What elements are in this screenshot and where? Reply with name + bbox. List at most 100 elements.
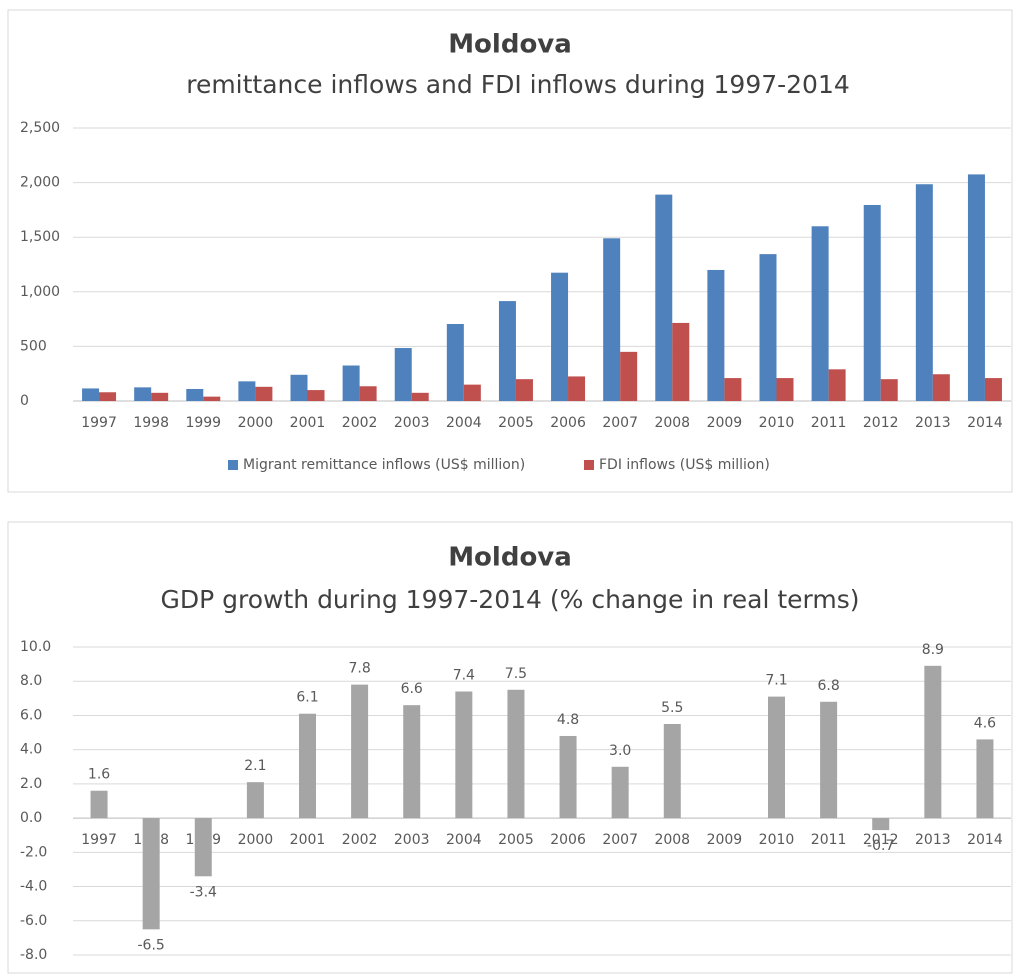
y-tick-label: 8.0 bbox=[20, 673, 42, 689]
bar bbox=[246, 782, 264, 819]
bar bbox=[463, 384, 481, 401]
x-tick-label: 2007 bbox=[602, 415, 638, 431]
bar bbox=[394, 348, 412, 401]
data-label: 7.8 bbox=[348, 661, 370, 677]
x-tick-label: 2012 bbox=[863, 832, 899, 848]
bar bbox=[811, 226, 829, 401]
data-label: 7.5 bbox=[505, 666, 527, 682]
bar bbox=[655, 194, 673, 401]
bar bbox=[255, 386, 273, 401]
bar bbox=[134, 387, 152, 401]
bar bbox=[776, 378, 794, 401]
y-tick-label: -4.0 bbox=[20, 879, 47, 895]
x-tick-label: 2012 bbox=[863, 415, 899, 431]
bar bbox=[307, 390, 325, 401]
x-tick-label: 2003 bbox=[394, 415, 430, 431]
bar bbox=[611, 766, 629, 819]
bar bbox=[915, 184, 933, 401]
y-tick-label: -6.0 bbox=[20, 913, 47, 929]
data-label: 3.0 bbox=[609, 743, 631, 759]
chart-title: Moldova bbox=[448, 30, 572, 60]
bar bbox=[828, 369, 846, 401]
chart-subtitle: GDP growth during 1997-2014 (% change in… bbox=[160, 585, 859, 614]
data-label: 6.8 bbox=[817, 678, 839, 694]
legend-label: FDI inflows (US$ million) bbox=[599, 457, 770, 473]
x-tick-label: 2011 bbox=[811, 415, 847, 431]
x-tick-label: 1997 bbox=[81, 832, 117, 848]
bar bbox=[759, 254, 777, 401]
y-tick-label: 2.0 bbox=[20, 776, 42, 792]
bar bbox=[984, 378, 1002, 401]
x-tick-label: 2010 bbox=[759, 832, 795, 848]
bar bbox=[551, 272, 569, 401]
data-label: 6.1 bbox=[296, 690, 318, 706]
x-tick-label: 1997 bbox=[81, 415, 117, 431]
bar bbox=[82, 388, 100, 401]
x-tick-label: 1998 bbox=[133, 415, 169, 431]
data-label: 5.5 bbox=[661, 700, 683, 716]
data-label: -0.7 bbox=[867, 838, 894, 854]
y-tick-label: 1,000 bbox=[20, 284, 60, 300]
data-label: -3.4 bbox=[190, 884, 217, 900]
y-tick-label: 4.0 bbox=[20, 742, 42, 758]
bar bbox=[194, 818, 212, 877]
x-tick-label: 2000 bbox=[238, 832, 274, 848]
x-tick-label: 2009 bbox=[707, 832, 743, 848]
bar bbox=[768, 696, 785, 819]
data-label: 2.1 bbox=[244, 758, 266, 774]
bar bbox=[359, 386, 377, 401]
bar bbox=[967, 174, 985, 401]
bar bbox=[411, 392, 429, 401]
bar bbox=[403, 705, 421, 819]
bar bbox=[446, 324, 464, 401]
x-tick-label: 2005 bbox=[498, 832, 534, 848]
y-tick-label: 0.0 bbox=[20, 810, 42, 826]
chart-frame bbox=[7, 9, 1013, 493]
x-tick-label: 1999 bbox=[185, 415, 221, 431]
x-tick-label: 2006 bbox=[550, 832, 586, 848]
x-tick-label: 2006 bbox=[550, 415, 586, 431]
data-label: 4.8 bbox=[557, 712, 579, 728]
x-tick-label: 2000 bbox=[238, 415, 274, 431]
y-tick-label: 500 bbox=[20, 338, 47, 354]
x-tick-label: 2007 bbox=[602, 832, 638, 848]
legend-label: Migrant remittance inflows (US$ million) bbox=[243, 457, 525, 473]
x-tick-label: 2013 bbox=[915, 415, 951, 431]
x-tick-label: 2014 bbox=[967, 832, 1003, 848]
bar bbox=[342, 365, 360, 401]
data-label: -6.5 bbox=[138, 937, 165, 953]
x-tick-label: 2002 bbox=[342, 415, 378, 431]
bar bbox=[620, 351, 638, 401]
y-tick-label: 2,000 bbox=[20, 175, 60, 191]
data-label: 4.6 bbox=[974, 715, 996, 731]
bar bbox=[455, 691, 473, 819]
bar bbox=[498, 301, 516, 401]
bar bbox=[99, 392, 117, 401]
data-label: 7.1 bbox=[765, 673, 787, 689]
x-tick-label: 2003 bbox=[394, 832, 430, 848]
x-tick-label: 2008 bbox=[654, 832, 690, 848]
x-tick-label: 2002 bbox=[342, 832, 378, 848]
bar bbox=[151, 392, 169, 401]
x-tick-label: 2004 bbox=[446, 832, 482, 848]
bar bbox=[880, 379, 898, 401]
y-tick-label: 2,500 bbox=[20, 120, 60, 136]
x-tick-label: 2013 bbox=[915, 832, 951, 848]
x-tick-label: 2001 bbox=[290, 415, 326, 431]
bar bbox=[515, 379, 533, 401]
x-tick-label: 2014 bbox=[967, 415, 1003, 431]
bar bbox=[142, 818, 160, 930]
x-tick-label: 2009 bbox=[707, 415, 743, 431]
bar bbox=[186, 388, 204, 401]
data-label: 7.4 bbox=[453, 667, 475, 683]
y-tick-label: -2.0 bbox=[20, 844, 47, 860]
data-label: 1.6 bbox=[88, 767, 110, 783]
bar bbox=[351, 684, 369, 819]
y-tick-label: 0 bbox=[20, 393, 29, 409]
bar bbox=[299, 713, 316, 819]
legend-swatch bbox=[228, 460, 238, 470]
x-tick-label: 2008 bbox=[654, 415, 690, 431]
data-label: 8.9 bbox=[922, 642, 944, 658]
bar bbox=[203, 396, 221, 401]
